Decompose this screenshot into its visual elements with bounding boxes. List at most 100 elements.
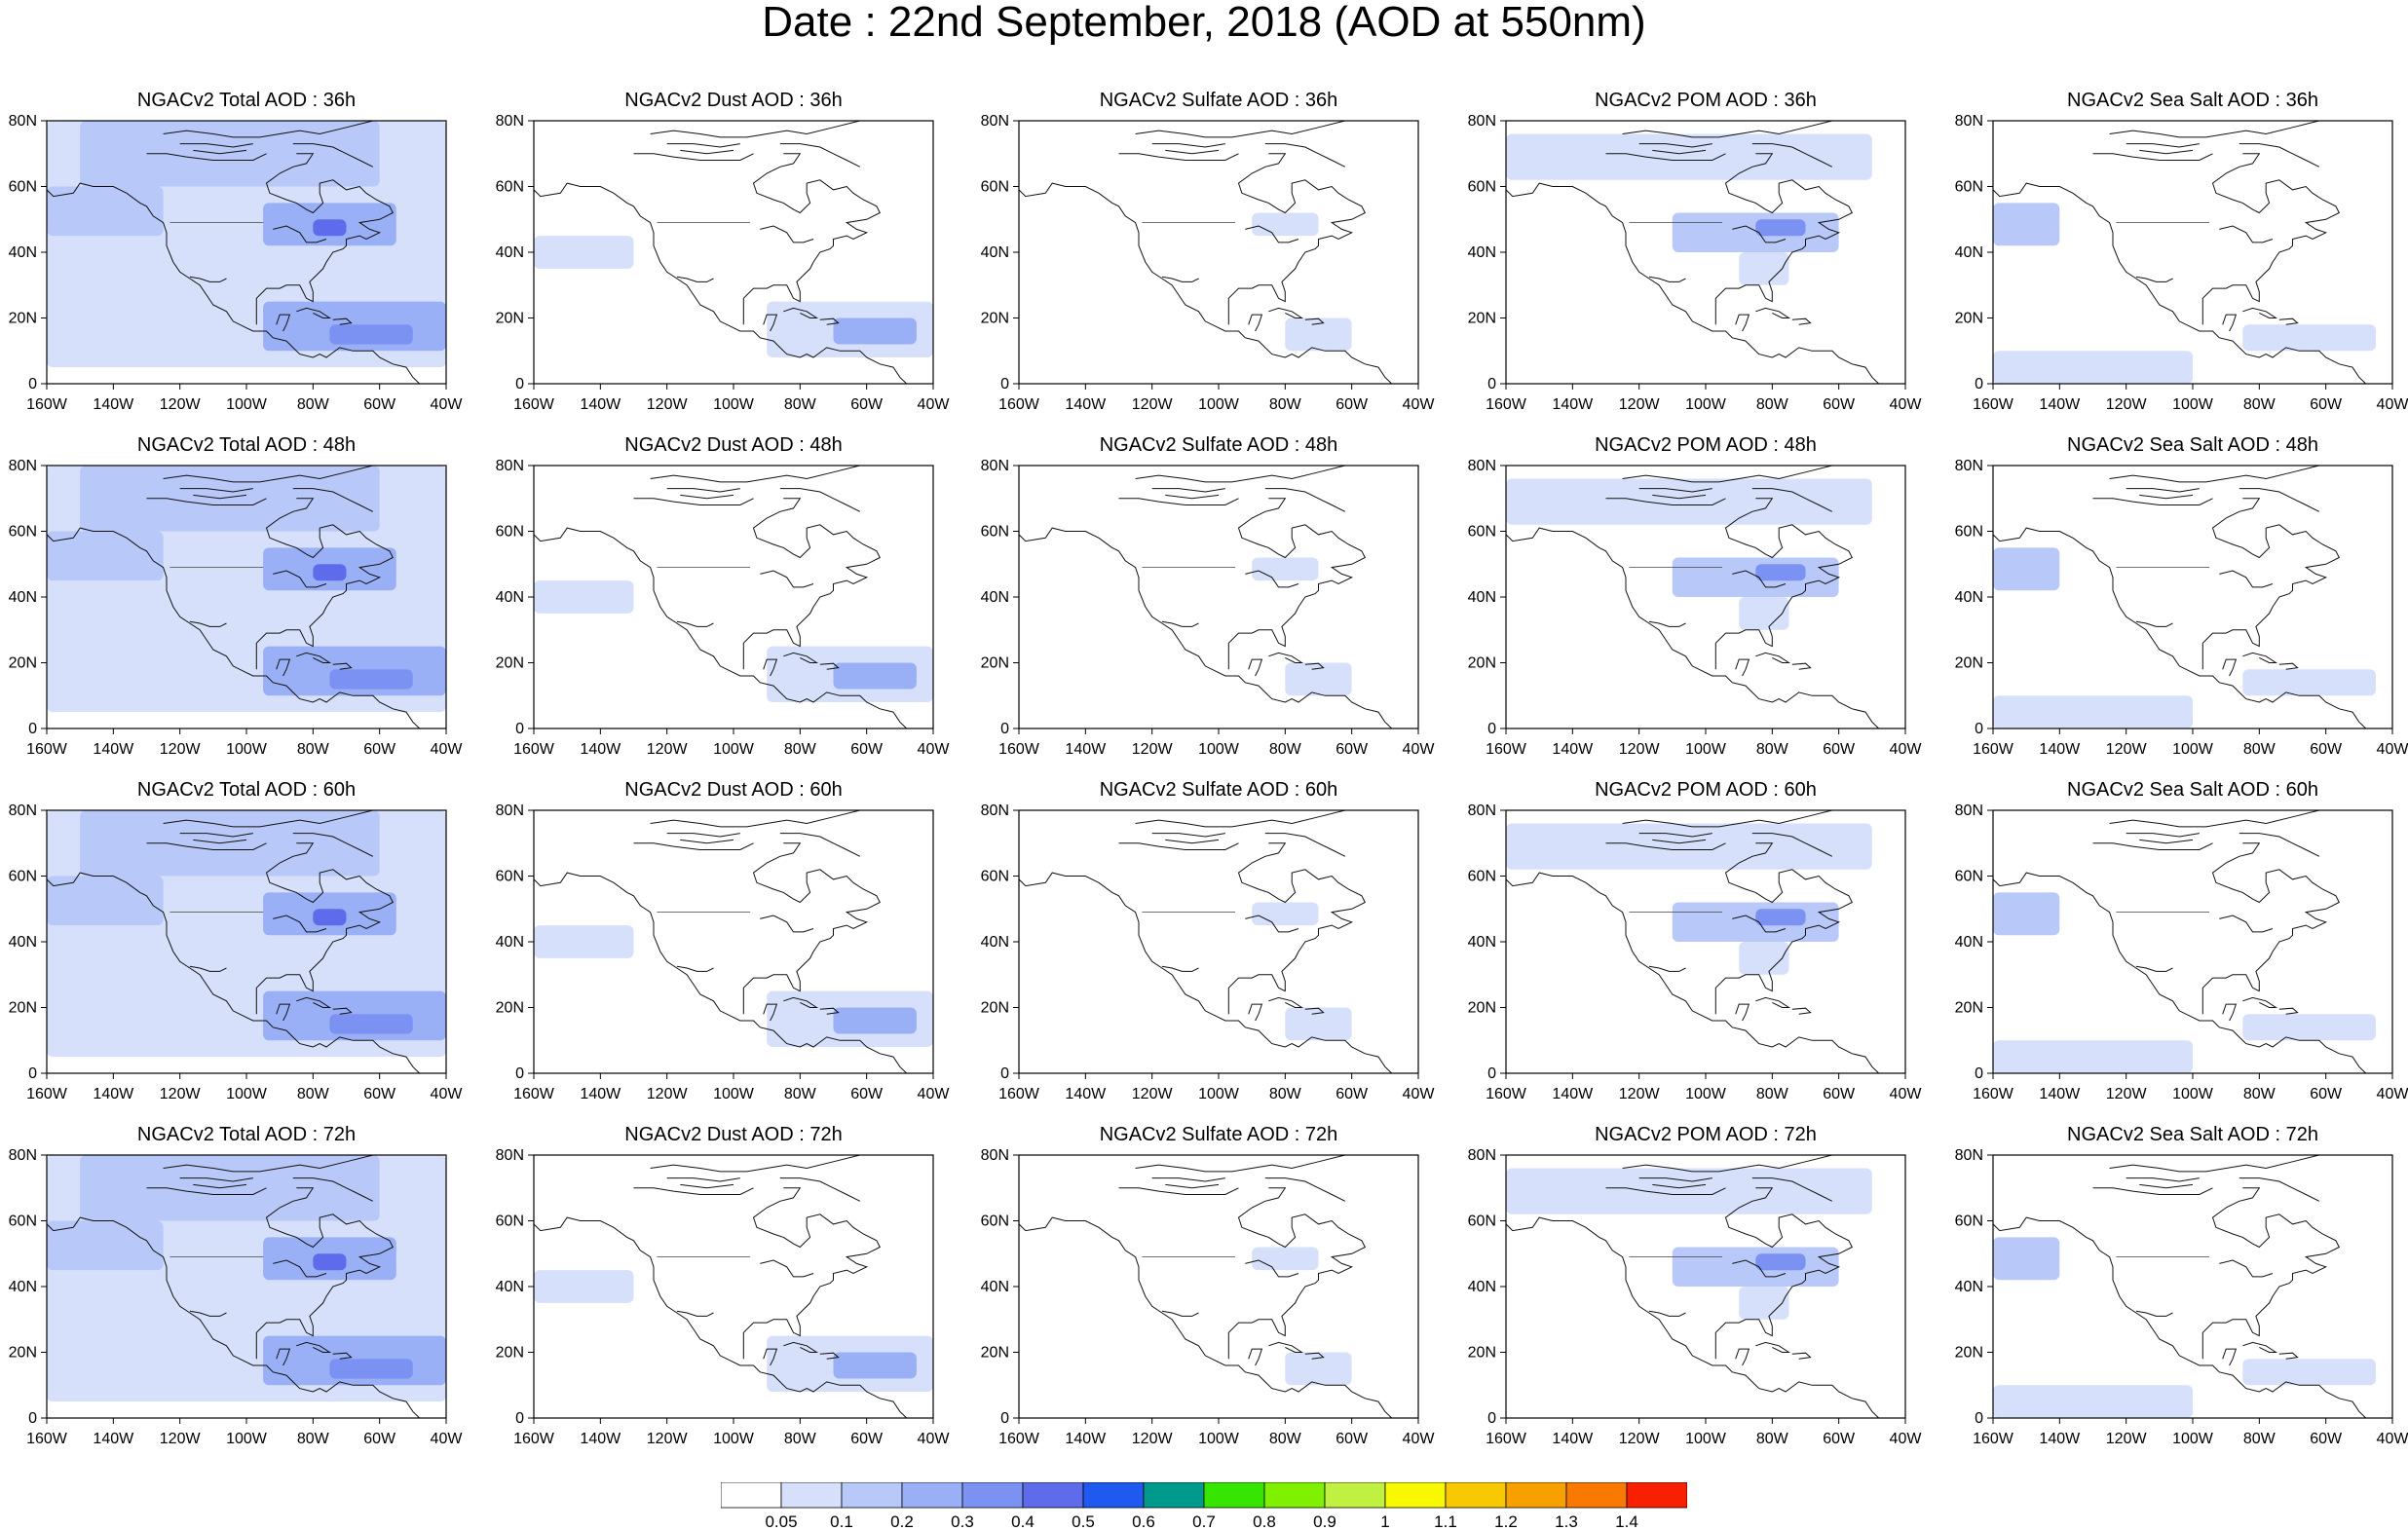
- coastline-7: [1648, 620, 1686, 627]
- aod-shade-1: [2242, 1014, 2376, 1041]
- map-svg: 160W 140W 120W 100W 80W 60W 40W 0 20N 40N 60N 80N: [9, 113, 464, 413]
- coastline-2: [2222, 1003, 2238, 1022]
- x-tick-label: 40W: [1403, 1431, 1436, 1447]
- x-tick-label: 80W: [2243, 1431, 2276, 1447]
- y-tick-label: 80N: [981, 803, 1009, 819]
- coastline-8: [1622, 466, 1832, 483]
- x-tick-label: 140W: [93, 396, 134, 413]
- map-panel: NGACv2 Sulfate AOD : 60h 160W 140W 120W 100W…: [981, 777, 1506, 1108]
- aod-shade-5: [80, 466, 380, 532]
- coastline-2: [763, 658, 778, 677]
- coastline-10: [1165, 1183, 1220, 1189]
- coastline-5: [783, 652, 819, 663]
- x-tick-label: 60W: [1336, 396, 1369, 413]
- y-tick-label: 0: [28, 1065, 37, 1082]
- aod-shade-3: [1739, 942, 1789, 975]
- x-tick-label: 100W: [713, 1431, 755, 1447]
- coastline-1: [1227, 153, 1366, 325]
- aod-field: [534, 925, 933, 1047]
- coastlines: [1019, 121, 1393, 384]
- colorbar-label: 0.9: [1313, 1512, 1336, 1529]
- coastline-0: [47, 527, 421, 728]
- coastline-7: [676, 965, 714, 972]
- coastline-7: [2135, 276, 2173, 282]
- coastline-11: [292, 488, 374, 512]
- x-tick-label: 40W: [1890, 741, 1923, 758]
- coastline-10: [1165, 494, 1220, 500]
- coastline-7: [2135, 965, 2173, 972]
- y-tick-label: 40N: [496, 1279, 524, 1295]
- coastline-3: [1605, 498, 1726, 505]
- x-tick-label: 60W: [850, 741, 884, 758]
- y-tick-label: 60N: [1468, 179, 1496, 196]
- x-tick-label: 100W: [713, 396, 755, 413]
- x-tick-label: 140W: [93, 741, 134, 758]
- x-tick-label: 120W: [2106, 741, 2148, 758]
- aod-shade-2: [329, 324, 413, 345]
- map-panel: NGACv2 Sea Salt AOD : 48h 160W 140W 120W 100…: [1955, 432, 2408, 764]
- aod-field: [1506, 1168, 1872, 1320]
- colorbar-label: 1.4: [1615, 1512, 1638, 1529]
- panel-title: NGACv2 Sea Salt AOD : 72h: [2067, 1124, 2318, 1145]
- y-tick-label: 0: [1975, 376, 1983, 392]
- coastline-8: [1622, 810, 1832, 828]
- coastline-2: [1248, 1348, 1263, 1366]
- aod-shade-1: [1672, 212, 1839, 252]
- y-tick-label: 60N: [9, 179, 37, 196]
- map-svg: 160W 140W 120W 100W 80W 60W 40W 0 20N 40N 60N 80N: [9, 1147, 464, 1447]
- coastline-11: [2239, 1177, 2320, 1202]
- panel-title: NGACv2 Sea Salt AOD : 60h: [2067, 779, 2318, 801]
- panel-title: NGACv2 POM AOD : 72h: [1595, 1124, 1817, 1145]
- y-tick-label: 40N: [1955, 244, 1983, 261]
- y-tick-label: 40N: [1468, 244, 1496, 261]
- coastline-2: [763, 1003, 778, 1022]
- x-tick-label: 160W: [513, 741, 555, 758]
- x-tick-label: 140W: [1065, 396, 1107, 413]
- x-tick-label: 140W: [1065, 1431, 1107, 1447]
- y-tick-label: 20N: [496, 655, 524, 672]
- y-tick-label: 20N: [9, 1000, 37, 1017]
- coastline-10: [1652, 149, 1707, 155]
- coastline-6: [1791, 662, 1812, 670]
- x-tick-label: 140W: [2039, 741, 2081, 758]
- x-tick-label: 100W: [1685, 396, 1727, 413]
- y-tick-label: 80N: [1468, 458, 1496, 474]
- x-tick-label: 160W: [998, 1086, 1040, 1102]
- x-tick-label: 140W: [2039, 1431, 2081, 1447]
- x-tick-label: 40W: [918, 396, 951, 413]
- coastlines: [1019, 1155, 1393, 1418]
- coastline-9: [1151, 488, 1225, 493]
- coastline-9: [666, 833, 740, 838]
- coastline-6: [1791, 317, 1812, 325]
- colorbar-box: [1022, 1482, 1084, 1509]
- aod-field: [47, 121, 446, 368]
- panel-title: NGACv2 Sulfate AOD : 72h: [1099, 1124, 1338, 1145]
- coastline-11: [1264, 1177, 1346, 1202]
- coastline-3: [1118, 153, 1239, 161]
- map-svg: 160W 140W 120W 100W 80W 60W 40W 0 20N 40N 60N 80N: [1955, 1147, 2408, 1447]
- y-tick-label: 60N: [9, 1214, 37, 1230]
- x-tick-label: 80W: [2243, 1086, 2276, 1102]
- map-svg: 160W 140W 120W 100W 80W 60W 40W 0 20N 40N 60N 80N: [1955, 113, 2408, 413]
- map-panel: NGACv2 Sulfate AOD : 72h 160W 140W 120W 100W…: [981, 1122, 1506, 1453]
- y-tick-label: 0: [1487, 721, 1496, 737]
- map-svg: 160W 140W 120W 100W 80W 60W 40W 0 20N 40N 60N 80N: [1468, 113, 1923, 413]
- coastline-4: [760, 225, 814, 243]
- x-tick-label: 100W: [1685, 741, 1727, 758]
- colorbar-label: 1.3: [1555, 1512, 1578, 1529]
- x-tick-label: 160W: [26, 396, 68, 413]
- coastline-11: [292, 143, 374, 168]
- coastline-9: [1638, 488, 1712, 493]
- x-tick-label: 60W: [850, 1431, 884, 1447]
- aod-field: [47, 466, 446, 713]
- y-tick-label: 80N: [9, 803, 37, 819]
- x-tick-label: 160W: [1973, 741, 2014, 758]
- y-tick-label: 80N: [1955, 113, 1983, 130]
- coastline-4: [2219, 225, 2274, 243]
- x-tick-label: 100W: [226, 396, 268, 413]
- x-tick-label: 40W: [431, 396, 464, 413]
- coastline-6: [2278, 1352, 2299, 1360]
- y-tick-label: 80N: [981, 113, 1009, 130]
- colorbar-box: [961, 1482, 1024, 1509]
- colorbar-label: 0.4: [1011, 1512, 1035, 1529]
